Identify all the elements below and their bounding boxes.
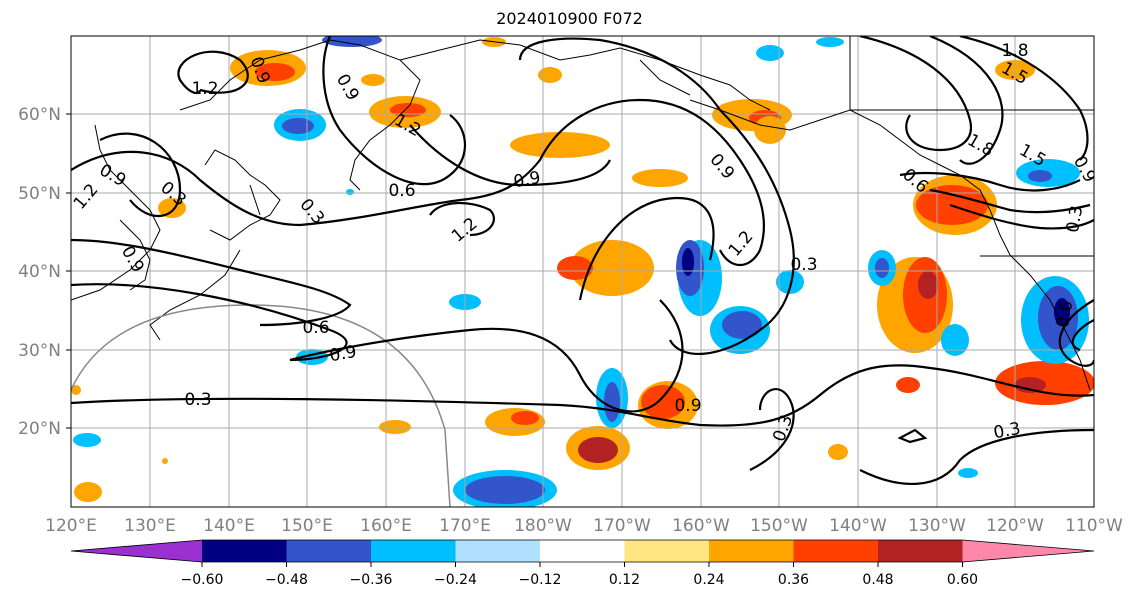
- lon-label: 120°E: [45, 516, 97, 536]
- colorbar-cell: [455, 540, 540, 562]
- colorbar-cell: [286, 540, 371, 562]
- contour-label: 0.3: [992, 419, 1022, 443]
- lon-label: 110°W: [1065, 516, 1123, 536]
- latitude-labels: 60°N 50°N 40°N 30°N 20°N: [18, 105, 61, 439]
- contour-label: 1.2: [70, 180, 103, 214]
- colorbar-cell: [878, 540, 963, 562]
- contour-label: 0.9: [96, 160, 129, 191]
- lon-label: 170°E: [439, 516, 491, 536]
- contour-label: 0.3: [790, 255, 817, 275]
- lon-label: 150°W: [750, 516, 808, 536]
- lon-label: 150°E: [281, 516, 333, 536]
- contour-label: 0.6: [1053, 299, 1077, 329]
- contour-label: 0.9: [674, 396, 701, 416]
- colorbar-cell: [709, 540, 794, 562]
- colorbar-tick-label: 0.36: [778, 572, 809, 588]
- lat-label: 50°N: [18, 184, 61, 204]
- contour-label: 1.8: [1001, 41, 1028, 61]
- longitude-labels: 120°E 130°E 140°E 150°E 160°E 170°E 180°…: [45, 516, 1123, 536]
- map-title: 2024010900 F072: [496, 9, 643, 28]
- colorbar-tick-label: 0.24: [693, 572, 724, 588]
- colorbar-tick-label: −0.48: [265, 572, 308, 588]
- lon-label: 160°W: [672, 516, 730, 536]
- lon-label: 160°E: [360, 516, 412, 536]
- lon-label: 140°E: [203, 516, 255, 536]
- contour-label: 0.6: [388, 181, 415, 201]
- axis-ticks: [66, 113, 71, 429]
- colorbar-tick-label: −0.12: [519, 572, 562, 588]
- contour-label: 0.9: [705, 150, 738, 184]
- colorbar: −0.60 −0.48 −0.36 −0.24 −0.12 0.12 0.24 …: [70, 539, 1095, 588]
- lat-label: 40°N: [18, 262, 61, 282]
- lon-label: 130°E: [124, 516, 176, 536]
- colorbar-tick-label: −0.36: [350, 572, 393, 588]
- lon-label: 170°W: [593, 516, 651, 536]
- colorbar-cell: [624, 540, 709, 562]
- lon-label: 130°W: [908, 516, 966, 536]
- colorbar-cell: [202, 540, 287, 562]
- colorbar-cell: [540, 540, 625, 562]
- colorbar-tick-label: −0.24: [434, 572, 477, 588]
- colorbar-cell: [71, 540, 202, 562]
- contour-label: 0.3: [1063, 204, 1087, 234]
- colorbar-tick-label: 0.48: [862, 572, 893, 588]
- contour-label: 0.3: [184, 390, 211, 410]
- contour-label: 1.2: [448, 214, 482, 247]
- lon-label: 140°W: [829, 516, 887, 536]
- contour-label: 1.2: [725, 227, 758, 261]
- colorbar-tick-label: −0.60: [181, 572, 224, 588]
- colorbar-tick-label: 0.60: [947, 572, 978, 588]
- lon-label: 180°W: [514, 516, 572, 536]
- contour-label: 1.2: [191, 79, 218, 99]
- contour-label: 0.9: [512, 168, 542, 192]
- contour-lines: [71, 36, 1094, 486]
- contour-label: 0.6: [302, 318, 329, 338]
- colorbar-tick-label: 0.12: [609, 572, 640, 588]
- colorbar-cell: [371, 540, 456, 562]
- lat-label: 30°N: [18, 341, 61, 361]
- contour-label: 0.9: [332, 71, 363, 104]
- colorbar-cell: [793, 540, 878, 562]
- lat-label: 20°N: [18, 419, 61, 439]
- contour-label: 0.9: [328, 342, 358, 366]
- lat-label: 60°N: [18, 105, 61, 125]
- lon-label: 120°W: [986, 516, 1044, 536]
- range-circle: [71, 304, 451, 507]
- colorbar-cell: [962, 540, 1094, 562]
